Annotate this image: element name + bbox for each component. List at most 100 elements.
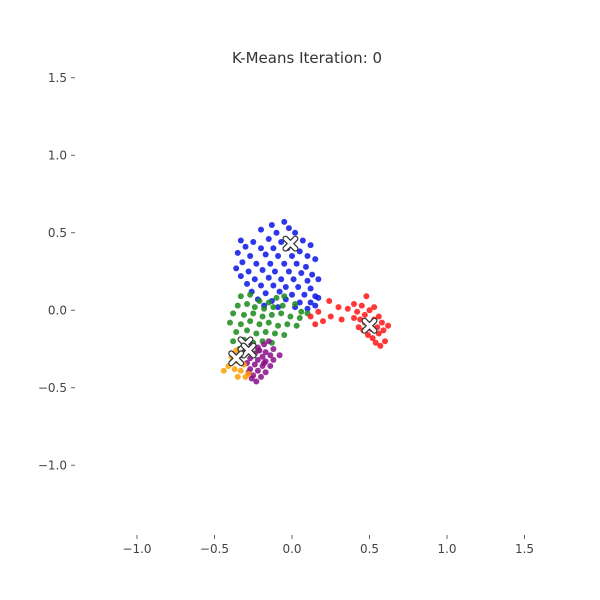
- data-point: [278, 239, 285, 246]
- data-point: [375, 330, 382, 337]
- data-point: [265, 299, 272, 306]
- data-point: [267, 363, 274, 370]
- data-point: [298, 270, 305, 277]
- data-point: [358, 302, 365, 309]
- centroid-marker: [240, 342, 257, 359]
- data-point: [320, 318, 326, 325]
- data-point: [245, 370, 252, 377]
- data-point: [273, 294, 280, 301]
- data-point: [251, 276, 258, 283]
- data-point: [244, 280, 251, 287]
- data-point: [233, 328, 240, 335]
- data-point: [363, 293, 370, 300]
- data-point: [377, 342, 384, 349]
- data-point: [227, 319, 233, 326]
- data-point: [237, 273, 244, 280]
- y-tick-label: 0.5: [48, 226, 67, 240]
- data-point: [380, 327, 387, 334]
- data-point: [371, 304, 378, 311]
- data-point: [259, 266, 266, 273]
- data-point: [304, 305, 311, 312]
- data-point: [307, 313, 314, 320]
- data-point: [258, 245, 264, 252]
- data-point: [247, 253, 254, 259]
- centroid-marker: [361, 317, 378, 334]
- data-point: [315, 308, 322, 315]
- x-tick-label: −1.0: [122, 542, 151, 556]
- data-point: [369, 335, 376, 342]
- data-point: [309, 271, 316, 278]
- data-point: [265, 274, 272, 281]
- data-point: [366, 307, 373, 314]
- data-point: [237, 367, 244, 374]
- data-point: [296, 315, 303, 321]
- data-point: [262, 369, 269, 376]
- data-point: [289, 253, 295, 259]
- data-point: [250, 239, 257, 246]
- data-point: [230, 338, 237, 345]
- y-tick-label: 1.0: [48, 148, 67, 162]
- x-tick-label: 0.5: [360, 542, 379, 556]
- data-point: [276, 288, 283, 295]
- data-point: [382, 338, 388, 345]
- data-point: [268, 311, 275, 318]
- data-point: [271, 268, 278, 275]
- data-point: [338, 316, 345, 323]
- data-point: [293, 260, 300, 267]
- data-point: [375, 313, 382, 320]
- data-point: [307, 299, 314, 306]
- centroid-marker: [228, 350, 245, 367]
- data-point: [312, 256, 319, 263]
- data-point: [240, 311, 247, 318]
- data-point: [253, 260, 260, 267]
- data-point: [275, 304, 282, 311]
- data-point: [248, 375, 255, 382]
- data-point: [230, 310, 237, 317]
- data-point: [220, 367, 227, 374]
- data-point: [296, 299, 303, 306]
- data-point: [302, 263, 309, 270]
- data-point: [304, 277, 311, 284]
- data-point: [385, 322, 392, 329]
- data-point: [265, 319, 272, 326]
- data-point: [259, 313, 266, 320]
- data-point: [262, 251, 269, 258]
- data-point: [253, 378, 260, 385]
- data-point: [326, 297, 333, 304]
- data-point: [344, 305, 351, 312]
- data-point: [287, 313, 294, 320]
- data-point: [244, 327, 251, 334]
- data-point: [267, 260, 274, 267]
- data-point: [258, 282, 264, 289]
- data-point: [354, 308, 361, 315]
- data-point: [244, 301, 251, 308]
- x-tick-label: 1.0: [437, 542, 456, 556]
- data-point: [290, 276, 297, 283]
- data-point: [259, 353, 266, 360]
- data-point: [261, 359, 268, 366]
- data-point: [281, 218, 288, 225]
- data-point: [270, 282, 277, 289]
- data-point: [270, 346, 277, 352]
- data-point: [256, 297, 263, 304]
- data-point: [237, 293, 244, 300]
- data-point: [281, 293, 288, 300]
- data-points: [220, 218, 392, 385]
- data-point: [273, 229, 280, 236]
- data-point: [327, 313, 334, 320]
- data-point: [304, 253, 311, 259]
- data-point: [237, 321, 244, 328]
- data-point: [234, 373, 241, 380]
- data-point: [271, 330, 278, 337]
- data-point: [289, 291, 295, 298]
- data-point: [247, 318, 254, 325]
- data-point: [234, 249, 241, 256]
- y-axis: 1.5 1.0 0.5 0.0 −0.5 −1.0: [38, 71, 75, 472]
- data-point: [265, 338, 272, 345]
- x-axis: −1.0 −0.5 0.0 0.5 1.0 1.5: [122, 535, 534, 556]
- data-point: [270, 245, 277, 252]
- data-point: [254, 367, 261, 374]
- y-tick-label: 1.5: [48, 71, 67, 85]
- data-point: [299, 237, 306, 244]
- data-point: [278, 276, 285, 283]
